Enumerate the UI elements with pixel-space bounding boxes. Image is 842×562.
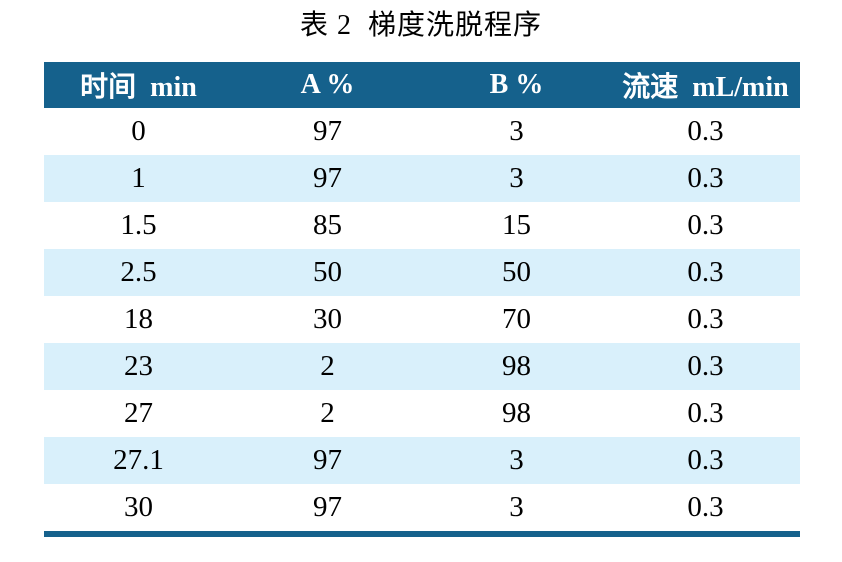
table-cell: 98 [502,350,531,382]
table-cell: 0.3 [687,491,724,523]
table-row: 27.1 97 3 0.3 [44,437,800,484]
table-cell: 3 [509,115,524,147]
table-title: 表 2 梯度洗脱程序 [299,10,542,41]
table-row: 27 2 98 0.3 [44,390,800,437]
table-cell: 97 [313,444,342,476]
table-row: 18 30 70 0.3 [44,296,800,343]
table-cell: 0.3 [687,209,724,241]
table-cell: 50 [313,256,342,288]
table-cell: 70 [502,303,531,335]
table-cell: 97 [313,115,342,147]
table-cell: 0.3 [687,162,724,194]
header-row: 时间 min A % B % 流速 mL/min [44,62,800,108]
header-time: 时间 min [44,62,233,108]
table-cell: 30 [124,491,153,523]
table-cell: 3 [509,444,524,476]
table-row: 1.5 85 15 0.3 [44,202,800,249]
table-cell: 1 [131,162,146,194]
table-row: 30 97 3 0.3 [44,484,800,534]
table-cell: 0.3 [687,115,724,147]
table-cell: 0.3 [687,256,724,288]
table-cell: 0.3 [687,303,724,335]
header-flow-rate: 流速 mL/min [611,62,800,108]
table-cell: 50 [502,256,531,288]
table-cell: 85 [313,209,342,241]
table-cell: 27 [124,397,153,429]
table-cell: 3 [509,162,524,194]
table-cell: 97 [313,162,342,194]
table-cell: 27.1 [113,444,164,476]
table-cell: 0.3 [687,444,724,476]
table-cell: 2.5 [120,256,157,288]
table-row: 0 97 3 0.3 [44,108,800,155]
table-row: 1 97 3 0.3 [44,155,800,202]
table-cell: 97 [313,491,342,523]
header-b-percent: B % [422,62,611,108]
table-cell: 0 [131,115,146,147]
header-a-percent: A % [233,62,422,108]
table-cell: 3 [509,491,524,523]
table-cell: 0.3 [687,350,724,382]
table-cell: 15 [502,209,531,241]
table-row: 2.5 50 50 0.3 [44,249,800,296]
table-cell: 2 [320,397,335,429]
table-cell: 23 [124,350,153,382]
table-cell: 0.3 [687,397,724,429]
table-cell: 30 [313,303,342,335]
table-cell: 18 [124,303,153,335]
table-cell: 2 [320,350,335,382]
table-cell: 1.5 [120,209,157,241]
gradient-elution-table: 时间 min A % B % 流速 mL/min 0 97 3 0.3 1 97… [44,62,800,537]
table-cell: 98 [502,397,531,429]
table-row: 23 2 98 0.3 [44,343,800,390]
